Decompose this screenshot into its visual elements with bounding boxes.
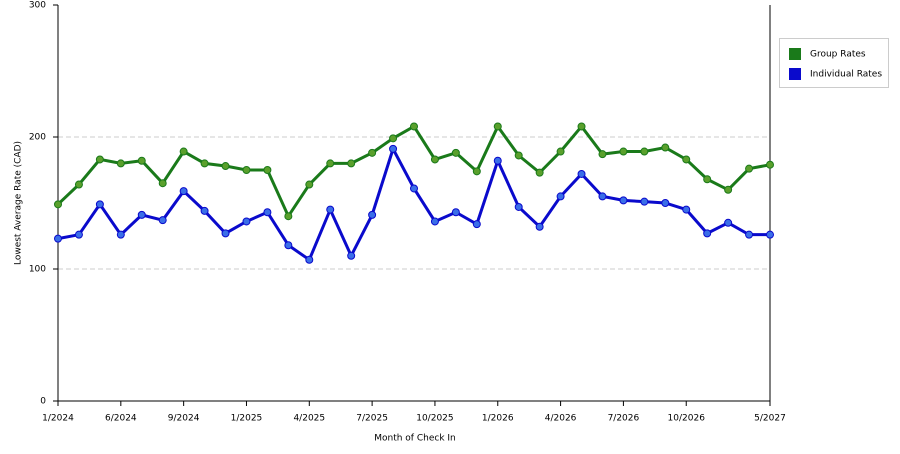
x-tick-label: 10/2025 bbox=[416, 414, 453, 424]
data-point bbox=[682, 205, 691, 214]
data-point bbox=[703, 175, 712, 184]
data-point bbox=[472, 167, 481, 176]
data-point bbox=[745, 164, 754, 173]
data-point bbox=[766, 160, 774, 169]
data-point bbox=[514, 202, 523, 211]
data-point bbox=[577, 169, 586, 178]
data-point bbox=[158, 179, 167, 188]
data-point bbox=[263, 166, 272, 174]
y-tick-label: 0 bbox=[40, 397, 46, 407]
x-tick-label: 1/2024 bbox=[42, 414, 74, 424]
data-point bbox=[410, 122, 418, 131]
data-point bbox=[263, 208, 272, 217]
data-point bbox=[242, 217, 251, 226]
x-tick-label: 6/2024 bbox=[105, 414, 137, 424]
data-point bbox=[661, 199, 670, 207]
data-point bbox=[74, 180, 83, 189]
x-tick-label: 7/2026 bbox=[608, 414, 640, 424]
data-point bbox=[347, 251, 356, 260]
data-point bbox=[74, 230, 83, 239]
data-point bbox=[116, 159, 125, 168]
legend-swatch bbox=[789, 68, 801, 80]
x-tick-label: 4/2026 bbox=[545, 414, 577, 424]
data-point bbox=[368, 148, 377, 157]
legend-label: Individual Rates bbox=[810, 70, 882, 80]
data-point bbox=[577, 122, 586, 131]
data-point bbox=[535, 168, 544, 177]
data-point bbox=[116, 230, 125, 239]
data-point bbox=[556, 147, 565, 156]
data-point bbox=[200, 206, 209, 215]
data-point bbox=[410, 184, 418, 193]
data-point bbox=[724, 218, 733, 227]
data-point bbox=[535, 222, 544, 231]
data-point bbox=[368, 210, 377, 219]
data-point bbox=[745, 230, 754, 239]
data-point bbox=[514, 151, 523, 160]
data-point bbox=[451, 208, 460, 217]
data-point bbox=[430, 217, 439, 226]
data-point bbox=[200, 159, 209, 168]
legend-label: Group Rates bbox=[810, 50, 866, 60]
y-tick-label: 200 bbox=[29, 133, 46, 143]
data-point bbox=[326, 205, 335, 214]
data-point bbox=[54, 200, 62, 209]
x-tick-label: 5/2027 bbox=[754, 414, 786, 424]
legend-swatch bbox=[789, 48, 801, 60]
data-point bbox=[179, 147, 188, 156]
legend-box bbox=[779, 38, 889, 88]
data-point bbox=[284, 212, 293, 221]
data-point bbox=[598, 192, 607, 201]
x-tick-label: 1/2026 bbox=[482, 414, 514, 424]
data-point bbox=[158, 216, 167, 225]
data-point bbox=[95, 155, 104, 164]
data-point bbox=[703, 229, 712, 238]
data-point bbox=[221, 162, 230, 171]
x-tick-label: 9/2024 bbox=[168, 414, 200, 424]
data-point bbox=[472, 220, 481, 229]
x-tick-label: 1/2025 bbox=[231, 414, 263, 424]
data-point bbox=[137, 210, 146, 219]
data-point bbox=[347, 159, 356, 168]
data-point bbox=[493, 156, 502, 165]
data-point bbox=[640, 147, 649, 156]
x-axis-label: Month of Check In bbox=[374, 434, 456, 444]
data-point bbox=[389, 134, 398, 143]
y-tick-label: 300 bbox=[29, 1, 46, 11]
data-point bbox=[305, 255, 314, 264]
data-point bbox=[619, 196, 628, 205]
data-point bbox=[305, 180, 314, 189]
data-point bbox=[493, 122, 502, 131]
data-point bbox=[179, 187, 188, 196]
y-axis-label: Lowest Average Rate (CAD) bbox=[14, 141, 24, 265]
data-point bbox=[95, 200, 104, 209]
data-point bbox=[598, 150, 607, 159]
data-point bbox=[54, 234, 62, 243]
data-point bbox=[284, 241, 293, 250]
x-tick-label: 4/2025 bbox=[293, 414, 325, 424]
data-point bbox=[682, 155, 691, 164]
data-point bbox=[137, 156, 146, 165]
data-point bbox=[451, 148, 460, 157]
data-point bbox=[640, 197, 649, 206]
data-point bbox=[242, 166, 251, 174]
data-point bbox=[661, 143, 670, 152]
data-point bbox=[766, 230, 774, 239]
data-point bbox=[619, 147, 628, 156]
x-tick-label: 10/2026 bbox=[668, 414, 706, 424]
data-point bbox=[389, 144, 398, 153]
data-point bbox=[221, 229, 230, 238]
data-point bbox=[724, 185, 733, 194]
data-point bbox=[430, 155, 439, 164]
y-tick-label: 100 bbox=[29, 265, 46, 275]
data-point bbox=[326, 159, 335, 168]
x-tick-label: 7/2025 bbox=[356, 414, 388, 424]
data-point bbox=[556, 192, 565, 201]
